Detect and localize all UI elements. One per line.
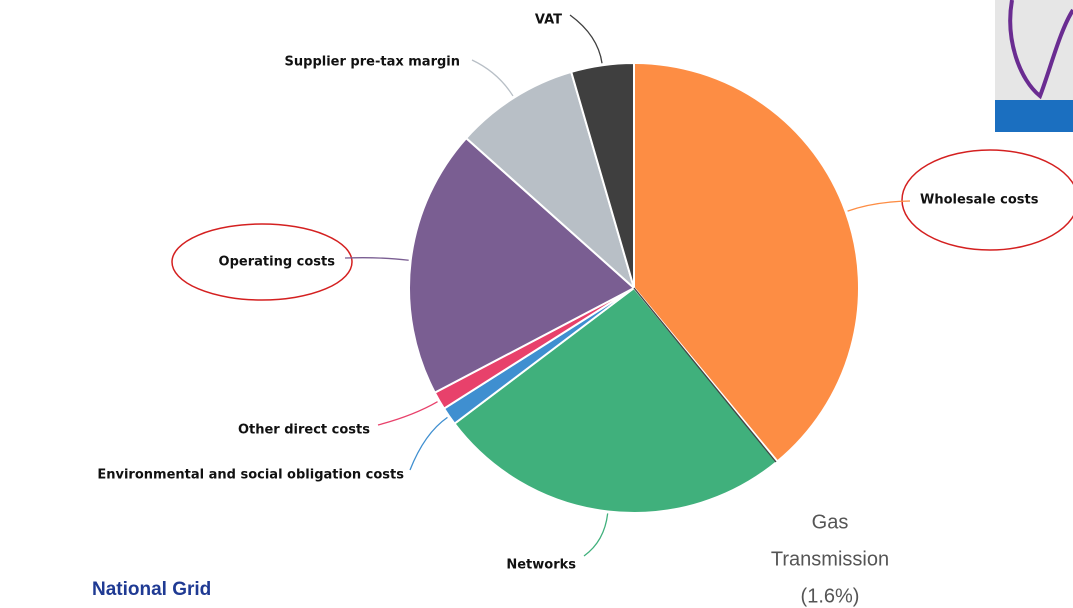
leader-line — [409, 416, 448, 471]
annotation: Gas — [812, 511, 849, 533]
annotation: (1.6%) — [801, 585, 860, 607]
highlight-ellipse — [901, 149, 1073, 251]
leader-line — [377, 401, 438, 426]
slice-label: Other direct costs — [238, 423, 370, 438]
slice-label: Environmental and social obligation cost… — [97, 468, 404, 483]
pie-slice — [633, 61, 860, 463]
slice-label: Wholesale costs — [920, 193, 1039, 208]
annotation-line — [633, 287, 777, 463]
pie-slice — [408, 136, 636, 395]
slice-label: VAT — [535, 13, 562, 28]
highlight-ellipse — [171, 223, 353, 301]
slice-label: Networks — [506, 558, 576, 573]
leader-line — [569, 14, 603, 64]
logo — [995, 0, 1073, 132]
pie-slice — [464, 70, 636, 292]
leader-line — [471, 59, 514, 97]
leader-line — [344, 257, 409, 261]
annotation: Transmission — [771, 548, 889, 570]
leader-line — [847, 200, 911, 212]
pie-slice — [569, 61, 635, 289]
pie-slice — [453, 286, 779, 514]
footer: National Grid — [92, 579, 211, 600]
leader-line — [583, 513, 609, 557]
slice-label: Supplier pre-tax margin — [285, 55, 460, 70]
slice-label: Operating costs — [219, 255, 336, 270]
